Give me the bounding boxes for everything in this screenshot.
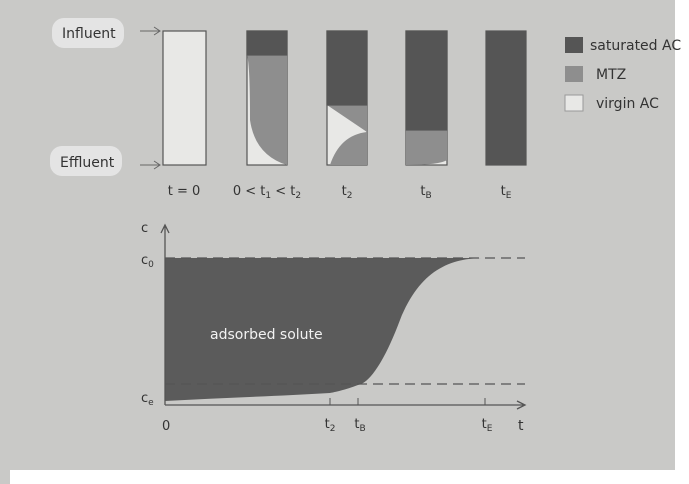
subscript: B: [359, 424, 365, 434]
legend-label: MTZ: [596, 67, 626, 83]
label-text: t = 0: [168, 184, 201, 199]
c0-base: c: [141, 253, 148, 268]
area-label: adsorbed solute: [210, 327, 323, 343]
mtz: [406, 130, 447, 165]
legend-label: saturated AC: [590, 38, 681, 54]
label-text: 0 < t: [233, 184, 266, 199]
y-axis-label: c: [141, 221, 148, 236]
saturated: [406, 31, 447, 130]
legend-swatch: [565, 37, 583, 53]
subscript: E: [487, 424, 493, 434]
column-label: t = 0: [168, 184, 201, 199]
subscript: B: [425, 191, 431, 201]
ce-sub: e: [148, 398, 154, 408]
border: [675, 0, 689, 484]
subscript: E: [506, 191, 512, 201]
origin-label: 0: [162, 419, 170, 434]
influent-label: Influent: [62, 26, 116, 42]
effluent-label: Effluent: [60, 155, 115, 171]
legend-swatch: [565, 66, 583, 82]
subscript: 2: [347, 191, 353, 201]
c0-sub: 0: [148, 260, 154, 270]
ce-base: c: [141, 391, 148, 406]
subscript: 2: [330, 424, 336, 434]
legend-swatch: [565, 95, 583, 111]
column: [163, 31, 206, 165]
legend-label: virgin AC: [596, 96, 659, 112]
diagram: Influent Effluent t = 00 < t1 < t2t2tBtE…: [0, 0, 689, 484]
label-text: < t: [271, 184, 295, 199]
saturated: [327, 31, 367, 105]
saturated: [247, 31, 287, 55]
column: [486, 31, 526, 165]
border: [10, 470, 689, 484]
subscript: 2: [295, 191, 301, 201]
x-axis-label: t: [518, 418, 524, 434]
